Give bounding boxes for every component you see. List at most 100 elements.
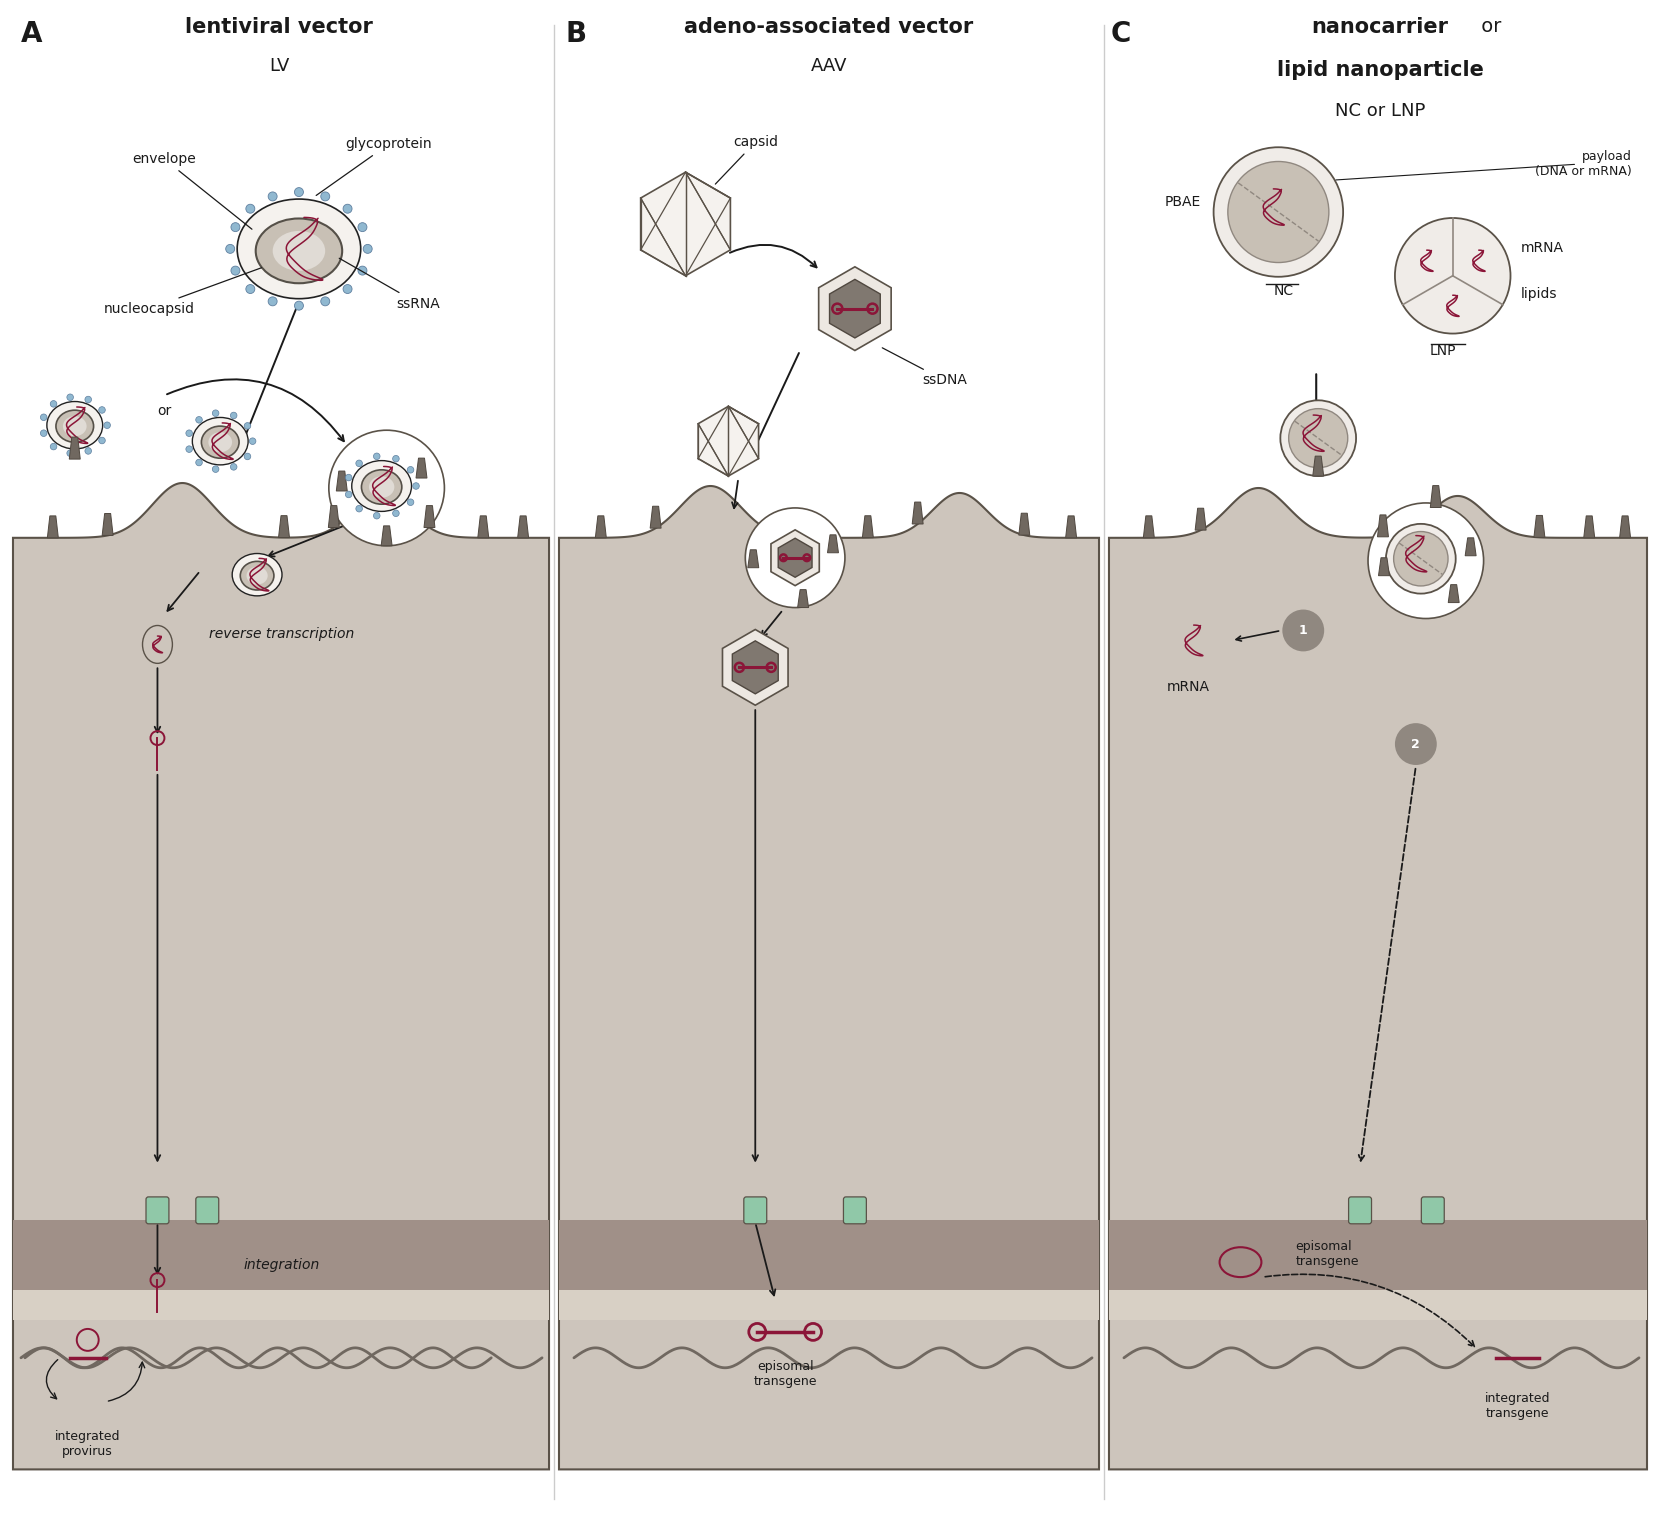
Text: episomal
transgene: episomal transgene — [1296, 1240, 1359, 1268]
Polygon shape — [1065, 516, 1077, 537]
Circle shape — [1281, 400, 1355, 476]
Polygon shape — [1019, 513, 1030, 536]
Polygon shape — [1194, 508, 1206, 530]
FancyBboxPatch shape — [843, 1196, 866, 1224]
Circle shape — [328, 431, 445, 546]
Ellipse shape — [192, 417, 249, 464]
Ellipse shape — [232, 554, 282, 595]
Circle shape — [100, 406, 105, 414]
Text: C: C — [1112, 20, 1131, 47]
Text: PBAE: PBAE — [1165, 195, 1201, 209]
Polygon shape — [425, 505, 435, 528]
Text: AAV: AAV — [811, 56, 848, 75]
Polygon shape — [279, 516, 289, 537]
Text: payload
(DNA or mRNA): payload (DNA or mRNA) — [1535, 151, 1632, 178]
PathPatch shape — [559, 486, 1098, 1469]
Ellipse shape — [255, 219, 342, 283]
Circle shape — [50, 443, 56, 451]
Text: NC or LNP: NC or LNP — [1335, 102, 1425, 120]
Circle shape — [406, 467, 413, 473]
Polygon shape — [698, 406, 758, 476]
Text: capsid: capsid — [715, 135, 778, 184]
Text: reverse transcription: reverse transcription — [209, 627, 355, 641]
Ellipse shape — [63, 416, 86, 437]
Bar — [13, 1291, 549, 1320]
Circle shape — [355, 460, 362, 467]
Polygon shape — [1377, 514, 1389, 537]
Bar — [13, 1221, 549, 1291]
Text: or: or — [1475, 17, 1501, 35]
Polygon shape — [518, 516, 529, 537]
Text: glycoprotein: glycoprotein — [317, 137, 431, 195]
Circle shape — [40, 414, 46, 420]
Circle shape — [1395, 723, 1437, 766]
Text: nucleocapsid: nucleocapsid — [105, 268, 262, 315]
Ellipse shape — [368, 476, 395, 498]
Circle shape — [1214, 148, 1344, 277]
Circle shape — [294, 187, 304, 196]
Circle shape — [249, 438, 255, 444]
Polygon shape — [732, 641, 778, 694]
Circle shape — [358, 222, 367, 231]
Circle shape — [40, 429, 46, 437]
Ellipse shape — [46, 402, 103, 449]
PathPatch shape — [1108, 489, 1647, 1469]
Circle shape — [246, 285, 255, 294]
Bar — [1108, 1221, 1647, 1291]
Polygon shape — [70, 437, 80, 460]
Text: adeno-associated vector: adeno-associated vector — [685, 17, 974, 37]
Polygon shape — [912, 502, 922, 524]
Circle shape — [406, 499, 413, 505]
FancyBboxPatch shape — [743, 1196, 766, 1224]
Circle shape — [1394, 531, 1448, 586]
Text: episomal
transgene: episomal transgene — [753, 1359, 816, 1388]
Circle shape — [231, 412, 237, 419]
Text: integrated
transgene: integrated transgene — [1485, 1391, 1550, 1420]
Circle shape — [186, 446, 192, 452]
Circle shape — [100, 437, 105, 444]
Polygon shape — [478, 516, 489, 537]
Text: lipid nanoparticle: lipid nanoparticle — [1276, 59, 1483, 79]
Text: nanocarrier: nanocarrier — [1312, 17, 1448, 37]
Circle shape — [343, 204, 352, 213]
Circle shape — [231, 464, 237, 470]
Polygon shape — [798, 589, 808, 607]
Circle shape — [363, 245, 372, 253]
Text: lentiviral vector: lentiviral vector — [186, 17, 373, 37]
Circle shape — [231, 222, 241, 231]
Circle shape — [1395, 218, 1510, 333]
Ellipse shape — [247, 566, 267, 584]
Polygon shape — [748, 549, 758, 568]
Circle shape — [745, 508, 844, 607]
Text: B: B — [566, 20, 587, 47]
Circle shape — [269, 297, 277, 306]
Ellipse shape — [362, 470, 401, 504]
Polygon shape — [337, 472, 347, 492]
Circle shape — [1385, 524, 1455, 594]
Circle shape — [66, 394, 73, 400]
Ellipse shape — [56, 411, 93, 443]
Polygon shape — [1535, 516, 1545, 537]
Circle shape — [1228, 161, 1329, 262]
Circle shape — [50, 400, 56, 408]
FancyBboxPatch shape — [1422, 1196, 1445, 1224]
Circle shape — [358, 266, 367, 275]
Text: ssDNA: ssDNA — [883, 349, 967, 388]
Ellipse shape — [209, 432, 232, 452]
Bar — [559, 1291, 1098, 1320]
Polygon shape — [1465, 537, 1477, 556]
Ellipse shape — [241, 562, 274, 591]
Polygon shape — [328, 505, 340, 528]
Polygon shape — [771, 530, 820, 586]
Circle shape — [212, 466, 219, 472]
Circle shape — [105, 422, 111, 429]
Circle shape — [345, 475, 352, 481]
Polygon shape — [1312, 457, 1324, 476]
Circle shape — [343, 285, 352, 294]
Circle shape — [196, 417, 202, 423]
Circle shape — [226, 245, 234, 253]
Circle shape — [373, 513, 380, 519]
PathPatch shape — [13, 482, 549, 1469]
Polygon shape — [818, 266, 891, 350]
Circle shape — [413, 482, 420, 489]
